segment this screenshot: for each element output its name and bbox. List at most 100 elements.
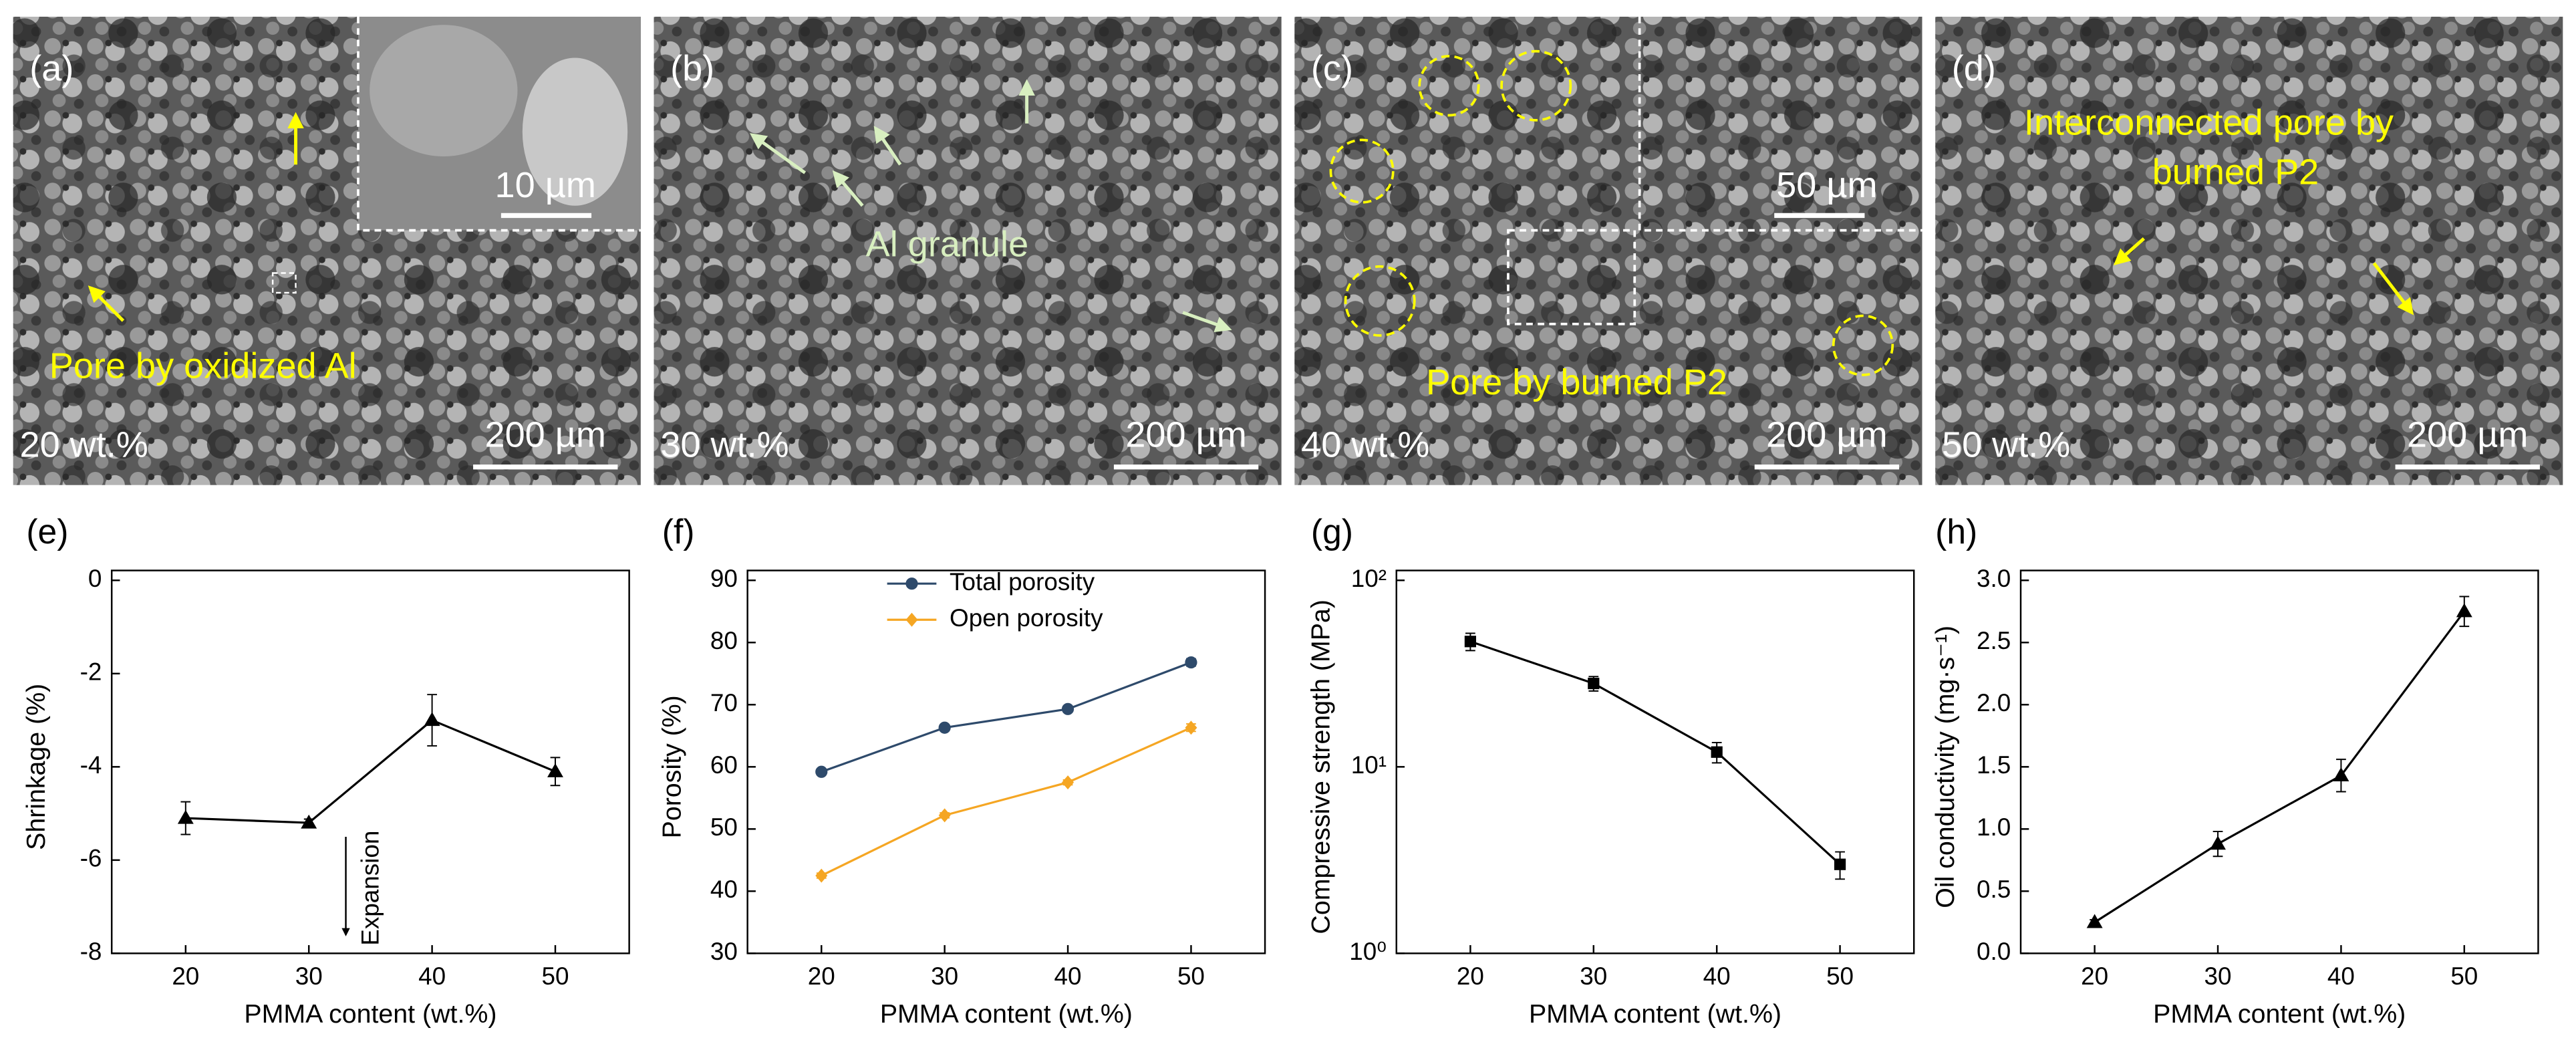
legend-marker bbox=[905, 577, 918, 590]
x-tick-label: 20 bbox=[808, 962, 835, 990]
y-tick-label: 1.0 bbox=[1977, 813, 2011, 841]
y-tick-label: 0.0 bbox=[1977, 938, 2011, 965]
legend-label: Open porosity bbox=[950, 604, 1103, 632]
marker bbox=[1588, 677, 1600, 690]
inset-border bbox=[1638, 16, 1922, 232]
annotation: Expansion bbox=[357, 831, 384, 946]
composition: 40 wt.% bbox=[1301, 424, 1429, 465]
marker bbox=[938, 808, 951, 823]
y-tick-label: -2 bbox=[80, 658, 102, 686]
y-tick-label: -8 bbox=[80, 938, 102, 965]
marker bbox=[1185, 721, 1197, 735]
arrow bbox=[873, 126, 902, 166]
arrow bbox=[750, 133, 807, 174]
y-tick-label: 0.5 bbox=[1977, 876, 2011, 903]
y-tick-label: 70 bbox=[710, 689, 738, 716]
composition: 30 wt.% bbox=[660, 424, 789, 465]
panel-label: (f) bbox=[662, 512, 695, 551]
x-tick-label: 50 bbox=[2450, 962, 2478, 990]
y-axis-label: Porosity (%) bbox=[657, 695, 686, 838]
plot-frame bbox=[110, 569, 630, 954]
inset-border bbox=[357, 16, 641, 232]
y-tick-label: 1.5 bbox=[1977, 751, 2011, 779]
series-line bbox=[185, 719, 556, 824]
pore-circle bbox=[1500, 49, 1572, 122]
legend-marker bbox=[905, 612, 918, 627]
x-tick-label: 40 bbox=[1703, 962, 1731, 990]
pore-circle bbox=[1344, 265, 1416, 337]
sem-labels: (a) 20 wt.% 200 µm 10 µm Pore by oxidize… bbox=[20, 48, 2529, 465]
scale-label: 10 µm bbox=[495, 165, 596, 205]
marker bbox=[177, 809, 194, 824]
x-axis-label: PMMA content (wt.%) bbox=[1529, 999, 1781, 1029]
y-tick-label: -6 bbox=[80, 845, 102, 872]
x-tick-label: 40 bbox=[2327, 962, 2355, 990]
panel-label: (g) bbox=[1311, 512, 1353, 551]
panel-label: (a) bbox=[29, 48, 74, 88]
inset-region bbox=[1507, 229, 1636, 325]
marker bbox=[1185, 656, 1197, 669]
pore-circle bbox=[1832, 314, 1894, 376]
inset-region bbox=[271, 272, 297, 294]
y-tick-label: 10⁰ bbox=[1349, 938, 1387, 965]
marker bbox=[1464, 636, 1477, 648]
sem-shade bbox=[654, 16, 1282, 485]
inset-granule bbox=[370, 25, 518, 156]
scale-label: 200 µm bbox=[1125, 415, 1246, 455]
x-tick-label: 40 bbox=[1054, 962, 1082, 990]
marker bbox=[2456, 603, 2472, 618]
y-tick-label: 2.0 bbox=[1977, 689, 2011, 716]
series-line bbox=[1469, 640, 1841, 866]
annotation: Interconnected pore by bbox=[2024, 103, 2394, 143]
sem-shade bbox=[1294, 16, 1922, 485]
composition: 20 wt.% bbox=[20, 424, 148, 465]
scale-label: 200 µm bbox=[1766, 415, 1887, 455]
annotation: Pore by burned P2 bbox=[1426, 362, 1727, 402]
composition: 50 wt.% bbox=[1942, 424, 2070, 465]
scale-label: 50 µm bbox=[1776, 165, 1877, 205]
panel-label: (c) bbox=[1311, 48, 1353, 88]
x-tick-label: 30 bbox=[1580, 962, 1607, 990]
x-axis-label: PMMA content (wt.%) bbox=[880, 999, 1133, 1029]
marker bbox=[1834, 858, 1846, 870]
y-tick-label: 2.5 bbox=[1977, 627, 2011, 654]
arrow bbox=[2113, 237, 2146, 266]
x-tick-label: 30 bbox=[2204, 962, 2232, 990]
y-axis-label: Compressive strength (MPa) bbox=[1306, 600, 1336, 934]
y-tick-label: -4 bbox=[80, 751, 102, 779]
y-tick-label: 60 bbox=[710, 751, 738, 779]
y-tick-label: 10¹ bbox=[1351, 751, 1387, 779]
plot-frame bbox=[746, 569, 1266, 954]
arrow bbox=[2372, 262, 2414, 315]
x-tick-label: 20 bbox=[1457, 962, 1484, 990]
series-line bbox=[821, 661, 1192, 773]
panel-label: (b) bbox=[670, 48, 714, 88]
y-tick-label: 40 bbox=[710, 876, 738, 903]
sem-images bbox=[13, 16, 2563, 485]
scale-label: 200 µm bbox=[2407, 415, 2528, 455]
pore-circle bbox=[1418, 55, 1480, 117]
y-tick-label: 10² bbox=[1351, 565, 1387, 592]
x-tick-label: 50 bbox=[1177, 962, 1205, 990]
marker bbox=[2333, 767, 2349, 781]
x-tick-label: 20 bbox=[2081, 962, 2108, 990]
y-tick-label: 50 bbox=[710, 813, 738, 841]
plot-frame bbox=[2019, 569, 2539, 954]
y-tick-label: 80 bbox=[710, 627, 738, 654]
arrow bbox=[1182, 311, 1232, 333]
plot-frame bbox=[1395, 569, 1915, 954]
annotation: Pore by oxidized Al bbox=[49, 346, 357, 386]
y-axis-label: Oil conductivity (mg·s⁻¹) bbox=[1930, 626, 1960, 908]
arrow bbox=[832, 170, 864, 207]
marker bbox=[1711, 746, 1723, 758]
marker bbox=[2210, 835, 2226, 850]
y-tick-label: 3.0 bbox=[1977, 565, 2011, 592]
x-tick-label: 20 bbox=[172, 962, 199, 990]
panel-label: (e) bbox=[26, 512, 68, 551]
arrow bbox=[88, 285, 125, 322]
x-tick-label: 40 bbox=[418, 962, 446, 990]
x-axis-label: PMMA content (wt.%) bbox=[2153, 999, 2406, 1029]
series-line bbox=[821, 727, 1192, 877]
marker bbox=[815, 765, 828, 778]
